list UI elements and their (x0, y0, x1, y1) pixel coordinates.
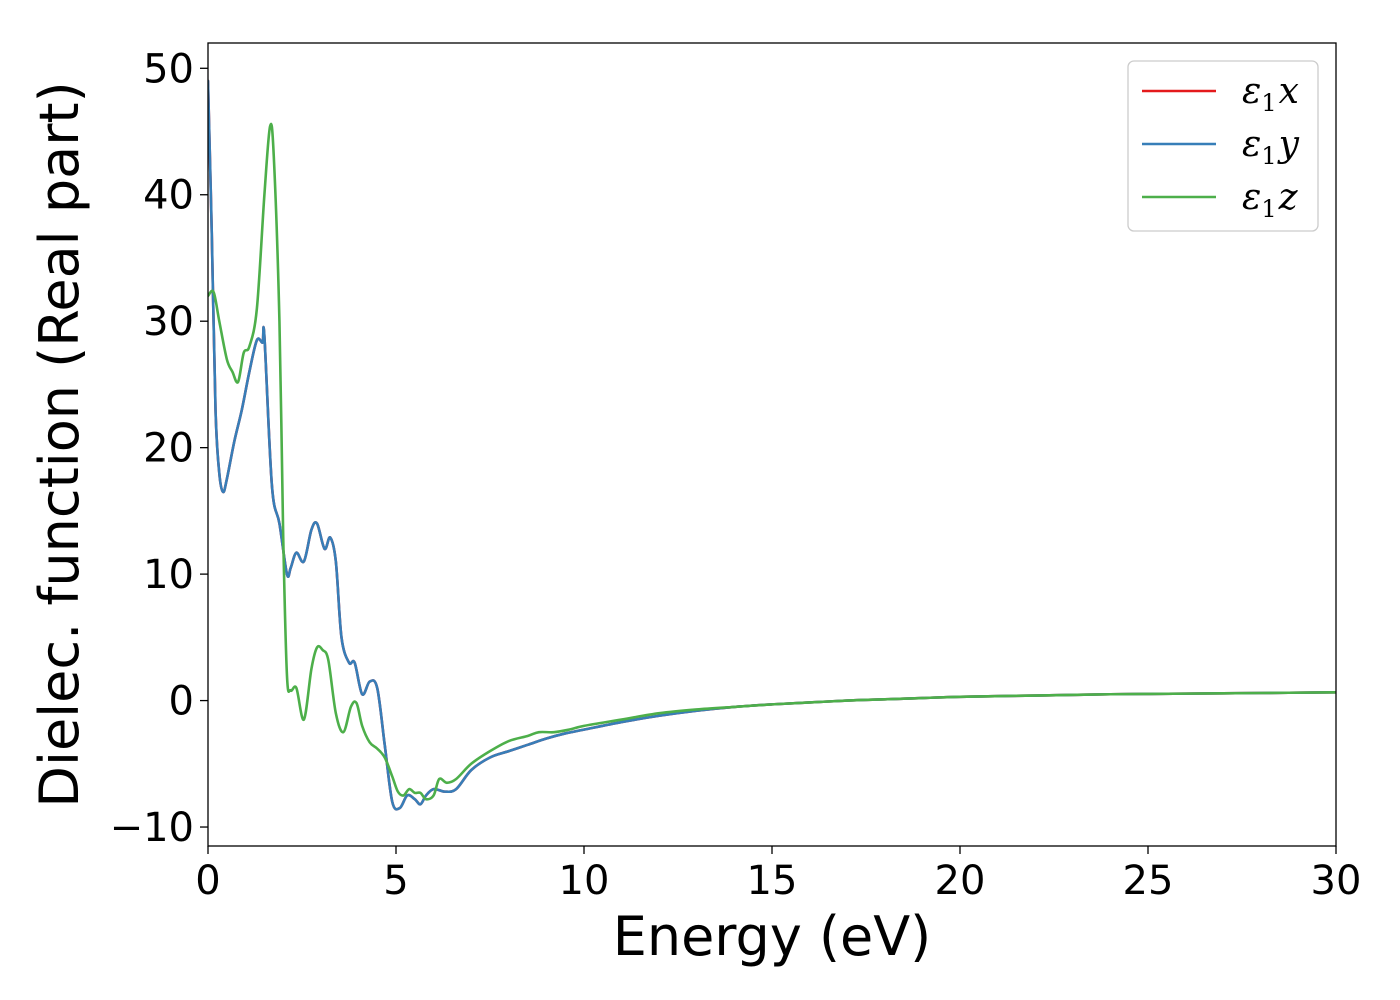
legend: ε1x ε1y ε1z (1127, 60, 1319, 232)
x-tick-label: 25 (1123, 858, 1174, 904)
x-tick-label: 15 (747, 858, 798, 904)
x-axis-label: Energy (eV) (613, 905, 932, 968)
series-line-z (208, 122, 1336, 801)
y-tick-label: 50 (143, 46, 194, 92)
legend-label-x: ε1x (1242, 71, 1299, 117)
x-tick-label: 0 (195, 858, 220, 904)
x-tick-label: 30 (1311, 858, 1362, 904)
y-tick-label: 20 (143, 426, 194, 472)
y-tick-label: 10 (143, 552, 194, 598)
series-layer (208, 79, 1336, 811)
y-axis-label: Dielec. function (Real part) (28, 81, 91, 807)
legend-label-y: ε1y (1242, 124, 1300, 170)
y-axis-ticks: −10 0 10 20 30 40 50 (110, 46, 208, 851)
legend-label-z: ε1z (1242, 177, 1299, 223)
y-tick-label: −10 (110, 805, 194, 851)
x-tick-label: 10 (559, 858, 610, 904)
y-tick-label: 30 (143, 299, 194, 345)
x-axis-ticks: 0 5 10 15 20 25 30 (195, 846, 1361, 904)
y-tick-label: 0 (169, 679, 194, 725)
legend-box (1127, 60, 1319, 232)
x-tick-label: 20 (935, 858, 986, 904)
y-tick-label: 40 (143, 173, 194, 219)
x-tick-label: 5 (383, 858, 408, 904)
